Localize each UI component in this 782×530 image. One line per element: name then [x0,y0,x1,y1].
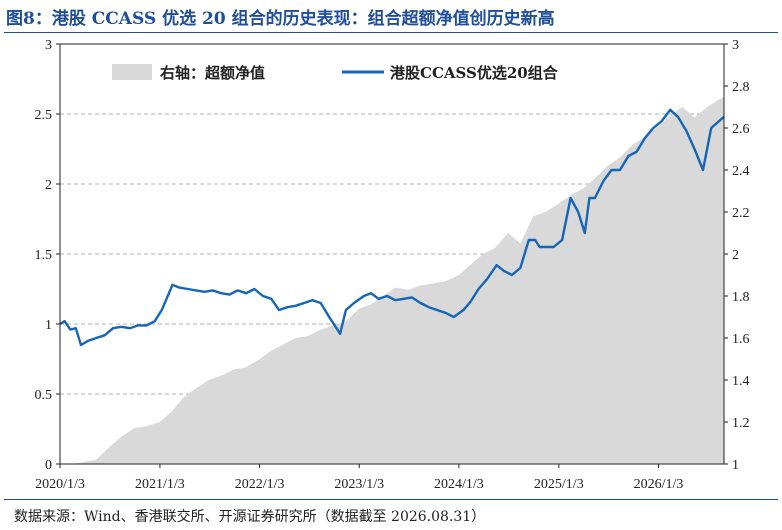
title-divider [4,32,778,33]
right-axis-ticks: 1 1.2 1.4 1.6 1.8 2 2.2 2.4 2.6 2.8 3 [724,38,750,473]
left-tick-label-6: 3 [45,38,52,53]
right-tick-label-2: 1.4 [732,374,750,389]
source-divider [4,499,778,500]
right-tick-label-0: 1 [732,458,739,473]
source-note: 数据来源：Wind、香港联交所、开源证券研究所（数据截至 2026.08.31） [14,509,486,525]
left-tick-label-2: 1 [45,318,52,333]
legend-label-line: 港股CCASS优选20组合 [390,64,559,82]
left-tick-label-4: 2 [45,178,52,193]
right-tick-label-5: 2 [732,248,739,263]
left-axis-ticks: 0 0.5 1 1.5 2 2.5 3 [35,38,60,473]
legend-swatch-area [112,64,152,80]
x-tick-label-5: 2025/1/3 [534,477,584,492]
portfolio-line [59,108,725,347]
right-tick-label-7: 2.4 [732,164,750,179]
legend-label-area: 右轴：超额净值 [160,64,265,82]
x-tick-label-2: 2022/1/3 [235,477,285,492]
right-tick-label-4: 1.8 [732,290,750,305]
left-tick-label-1: 0.5 [35,388,53,403]
chart-svg: 0 0.5 1 1.5 2 2.5 3 1 1.2 1.4 1.6 1.8 2 2.2 2.4 2.6 2.8… [35,38,750,492]
right-tick-label-9: 2.8 [732,80,750,95]
left-tick-label-3: 1.5 [35,248,53,263]
right-tick-label-10: 3 [732,38,739,53]
x-tick-label-1: 2021/1/3 [135,477,185,492]
left-tick-label-5: 2.5 [35,108,53,123]
excess-nav-area [60,96,724,464]
x-axis-ticks: 2020/1/3 2021/1/3 2022/1/3 2023/1/3 2024/1/3… [35,464,683,492]
x-tick-label-0: 2020/1/3 [35,477,85,492]
x-tick-label-6: 2026/1/3 [634,477,684,492]
portfolio-line-layer [59,108,725,347]
x-tick-label-3: 2023/1/3 [334,477,384,492]
chart-title: 图8：港股 CCASS 优选 20 组合的历史表现：组合超额净值创历史新高 [6,9,555,29]
excess-nav-area-layer [60,96,724,464]
x-tick-label-4: 2024/1/3 [434,477,484,492]
right-tick-label-1: 1.2 [732,416,750,431]
legend: 右轴：超额净值 港股CCASS优选20组合 [112,64,559,82]
right-tick-label-8: 2.6 [732,122,750,137]
left-tick-label-0: 0 [45,458,52,473]
right-tick-label-6: 2.2 [732,206,750,221]
right-tick-label-3: 1.6 [732,332,750,347]
